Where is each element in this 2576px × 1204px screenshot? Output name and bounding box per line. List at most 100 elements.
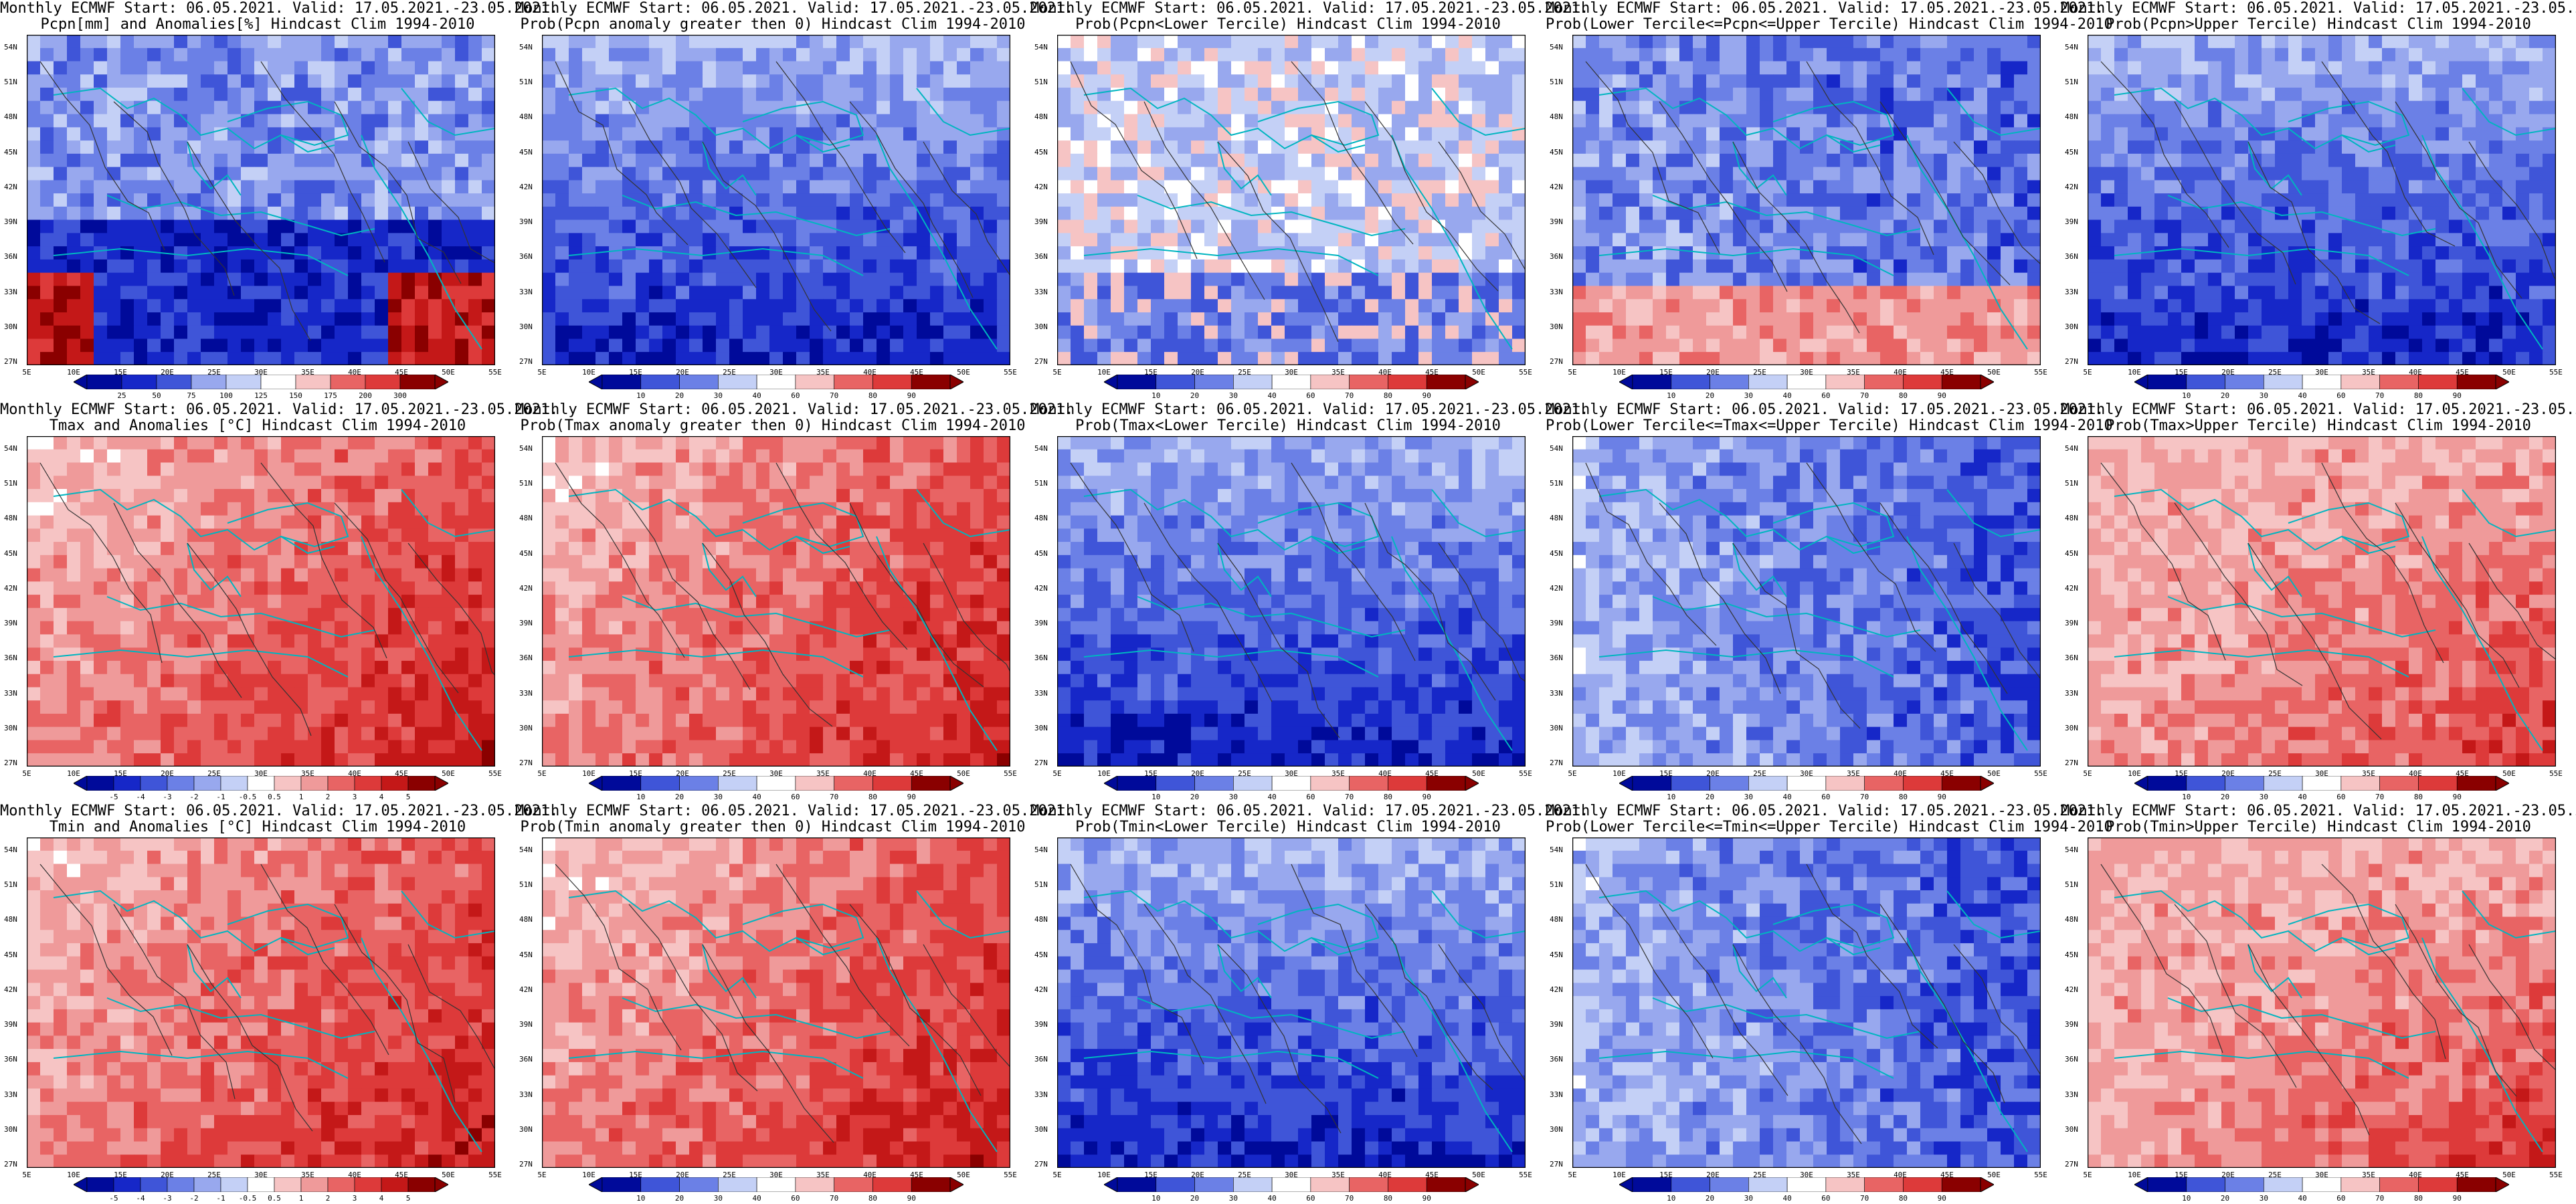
contour-line <box>1070 61 1198 260</box>
field-cell <box>2435 299 2450 313</box>
field-cell <box>2342 74 2356 88</box>
field-cell <box>174 114 188 128</box>
field-cell <box>957 259 971 274</box>
field-cell <box>1586 325 1600 340</box>
field-cell <box>80 233 94 247</box>
field-cell <box>810 47 824 62</box>
field-cell <box>1853 286 1867 300</box>
field-cell <box>2114 312 2128 326</box>
field-cell <box>1392 61 1406 75</box>
field-cell <box>2302 180 2316 194</box>
field-cell <box>268 219 282 233</box>
field-cell <box>569 74 583 88</box>
field-cell <box>161 352 175 365</box>
colorbar-tick-label: 10 <box>1152 391 1161 400</box>
field-cell <box>1974 219 1988 233</box>
field-cell <box>662 338 676 353</box>
field-cell <box>2275 299 2289 313</box>
field-cell <box>1626 127 1640 141</box>
field-cell <box>468 489 482 503</box>
field-cell <box>455 299 469 313</box>
field-cell <box>415 502 429 516</box>
colorbar-tick-label: 80 <box>1383 391 1393 400</box>
coastline <box>401 88 495 136</box>
field-cell <box>1840 100 1854 115</box>
field-cell <box>703 259 717 274</box>
field-cell <box>542 35 556 49</box>
field-cell <box>984 47 998 62</box>
field-cell <box>957 100 971 115</box>
field-cell <box>1773 88 1787 102</box>
field-cell <box>2476 140 2490 155</box>
field-cell <box>1786 259 1801 274</box>
field-cell <box>622 180 636 194</box>
field-cell <box>2355 352 2369 365</box>
field-cell <box>80 219 94 233</box>
field-cell <box>214 246 228 260</box>
field-cell <box>1245 286 1259 300</box>
field-cell <box>1706 153 1720 168</box>
field-cell <box>1137 299 1152 313</box>
field-cell <box>2476 88 2490 102</box>
field-cell <box>1298 312 1312 326</box>
field-cell <box>187 259 201 274</box>
field-cell <box>1853 88 1867 102</box>
field-cell <box>1137 153 1152 168</box>
field-cell <box>174 167 188 181</box>
field-cell <box>2275 338 2289 353</box>
field-cell <box>595 219 610 233</box>
field-cell <box>1974 88 1988 102</box>
field-cell <box>2088 233 2102 247</box>
field-cell <box>1472 88 1486 102</box>
field-cell <box>649 127 663 141</box>
field-cell <box>241 180 255 194</box>
field-cell <box>877 193 891 207</box>
field-cell <box>2382 325 2396 340</box>
field-cell <box>1786 167 1801 181</box>
field-cell <box>1720 352 1734 365</box>
field-cell <box>2168 338 2182 353</box>
field-cell <box>94 528 108 542</box>
colorbar-tick-label: 20 <box>1705 391 1715 400</box>
field-cell <box>361 35 375 49</box>
field-cell <box>769 338 784 353</box>
field-cell <box>201 153 215 168</box>
field-cell <box>2489 47 2503 62</box>
field-cell <box>1840 352 1854 365</box>
field-cell <box>214 193 228 207</box>
field-cell <box>1164 206 1178 221</box>
field-cell <box>442 259 456 274</box>
field-cell <box>2248 325 2262 340</box>
field-cell <box>468 286 482 300</box>
field-cell <box>1894 167 1908 181</box>
field-cell <box>468 180 482 194</box>
field-cell <box>1245 140 1259 155</box>
field-cell <box>2315 219 2329 233</box>
field-cell <box>2409 153 2423 168</box>
field-cell <box>227 219 242 233</box>
field-cell <box>27 462 41 476</box>
field-cell <box>1572 127 1586 141</box>
field-cell <box>1445 352 1459 365</box>
field-cell <box>1472 61 1486 75</box>
field-cell <box>1204 219 1218 233</box>
field-cell <box>1840 299 1854 313</box>
field-cell <box>569 259 583 274</box>
field-cell <box>1298 74 1312 88</box>
field-cell <box>2168 352 2182 365</box>
latitude-label: 42N <box>519 182 533 191</box>
field-cell <box>1418 180 1433 194</box>
field-cell <box>2001 219 2015 233</box>
field-cell <box>241 542 255 556</box>
field-cell <box>1974 74 1988 88</box>
field-cell <box>743 88 757 102</box>
field-cell <box>241 100 255 115</box>
field-cell <box>1706 219 1720 233</box>
field-cell <box>1271 127 1285 141</box>
field-cell <box>756 259 770 274</box>
field-cell <box>428 325 442 340</box>
field-cell <box>970 259 984 274</box>
field-cell <box>468 193 482 207</box>
colorbar-tick-label: 80 <box>1898 391 1908 400</box>
field-cell <box>917 352 931 365</box>
